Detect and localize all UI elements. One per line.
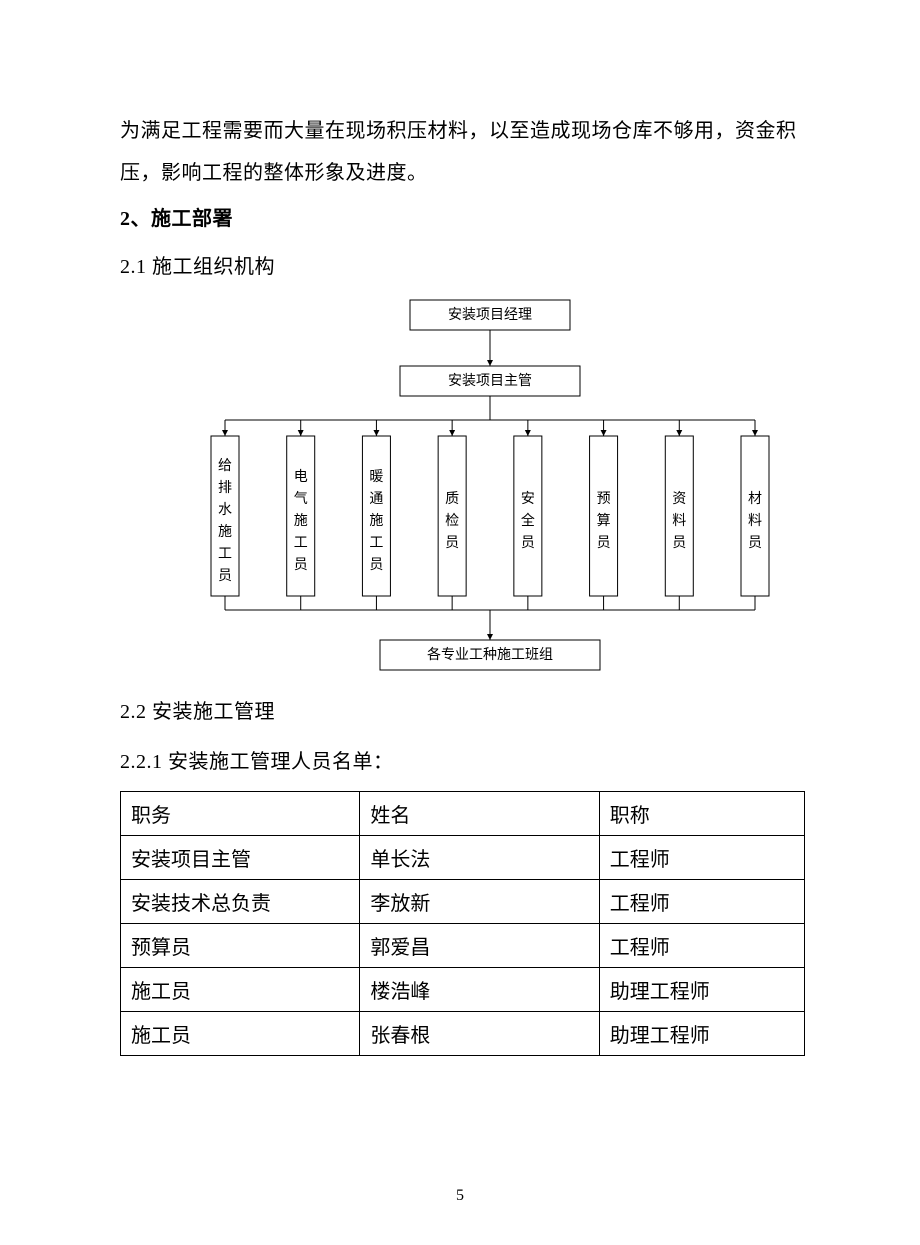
svg-text:工: 工	[218, 547, 232, 562]
svg-text:全: 全	[521, 512, 535, 529]
table-row: 安装技术总负责李放新工程师	[121, 880, 805, 924]
section-2-1-heading: 2.1 施工组织机构	[120, 246, 805, 288]
svg-text:排: 排	[218, 480, 232, 496]
svg-text:算: 算	[597, 513, 611, 529]
svg-text:员: 员	[672, 536, 686, 551]
table-cell: 助理工程师	[599, 968, 804, 1012]
svg-text:员: 员	[369, 558, 383, 573]
table-cell: 安装技术总负责	[121, 880, 360, 924]
svg-text:各专业工种施工班组: 各专业工种施工班组	[427, 647, 553, 663]
table-cell: 单长法	[360, 836, 599, 880]
table-cell: 郭爱昌	[360, 924, 599, 968]
svg-text:安: 安	[521, 491, 535, 507]
svg-text:员: 员	[597, 536, 611, 551]
svg-text:水: 水	[218, 502, 232, 518]
body-paragraph: 为满足工程需要而大量在现场积压材料，以至造成现场仓库不够用，资金积压，影响工程的…	[120, 110, 805, 194]
table-cell: 安装项目主管	[121, 836, 360, 880]
svg-text:员: 员	[445, 536, 459, 551]
svg-text:预: 预	[597, 491, 611, 507]
table-cell: 张春根	[360, 1012, 599, 1056]
table-cell: 预算员	[121, 924, 360, 968]
svg-text:施: 施	[218, 524, 232, 540]
svg-text:气: 气	[294, 491, 308, 507]
svg-text:暖: 暖	[369, 469, 383, 485]
section-2-2-heading: 2.2 安装施工管理	[120, 691, 805, 733]
svg-text:资: 资	[672, 491, 686, 507]
table-header-cell: 职务	[121, 792, 360, 836]
svg-text:安装项目主管: 安装项目主管	[448, 373, 532, 389]
table-row: 施工员楼浩峰助理工程师	[121, 968, 805, 1012]
svg-text:员: 员	[294, 558, 308, 573]
document-page: 为满足工程需要而大量在现场积压材料，以至造成现场仓库不够用，资金积压，影响工程的…	[0, 0, 920, 1245]
table-cell: 施工员	[121, 1012, 360, 1056]
table-cell: 李放新	[360, 880, 599, 924]
table-cell: 工程师	[599, 836, 804, 880]
svg-text:料: 料	[672, 513, 686, 529]
table-row: 职务姓名职称	[121, 792, 805, 836]
svg-text:员: 员	[521, 536, 535, 551]
section-2-2-1-heading: 2.2.1 安装施工管理人员名单：	[120, 741, 805, 783]
svg-text:工: 工	[294, 536, 308, 551]
svg-text:料: 料	[748, 513, 762, 529]
svg-text:给: 给	[218, 458, 232, 474]
svg-text:工: 工	[369, 536, 383, 551]
org-chart: 安装项目经理安装项目主管给排水施工员电气施工员暖通施工员质检员安全员预算员资料员…	[180, 296, 805, 681]
svg-text:检: 检	[445, 513, 459, 529]
table-row: 预算员郭爱昌工程师	[121, 924, 805, 968]
table-cell: 楼浩峰	[360, 968, 599, 1012]
table-header-cell: 职称	[599, 792, 804, 836]
table-row: 安装项目主管单长法工程师	[121, 836, 805, 880]
table-cell: 助理工程师	[599, 1012, 804, 1056]
table-row: 施工员张春根助理工程师	[121, 1012, 805, 1056]
svg-text:电: 电	[294, 469, 308, 485]
svg-text:质: 质	[445, 491, 459, 507]
section-2-heading: 2、施工部署	[120, 198, 805, 240]
svg-text:安装项目经理: 安装项目经理	[448, 307, 532, 323]
svg-text:材: 材	[748, 491, 762, 507]
svg-text:员: 员	[748, 536, 762, 551]
svg-text:员: 员	[218, 569, 232, 584]
svg-text:施: 施	[294, 513, 308, 529]
table-header-cell: 姓名	[360, 792, 599, 836]
svg-text:施: 施	[369, 513, 383, 529]
table-cell: 工程师	[599, 924, 804, 968]
page-number: 5	[0, 1187, 920, 1205]
table-cell: 工程师	[599, 880, 804, 924]
svg-text:通: 通	[369, 491, 383, 507]
personnel-table: 职务姓名职称安装项目主管单长法工程师安装技术总负责李放新工程师预算员郭爱昌工程师…	[120, 791, 805, 1056]
table-cell: 施工员	[121, 968, 360, 1012]
